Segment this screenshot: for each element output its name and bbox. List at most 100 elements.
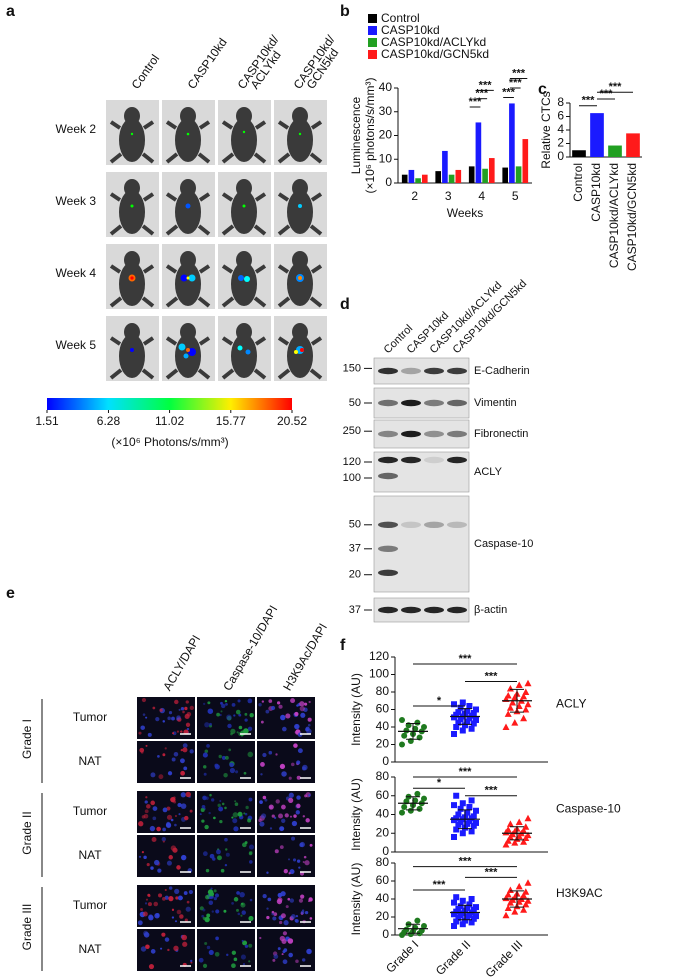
point <box>401 732 408 739</box>
cell <box>248 943 253 948</box>
cell <box>219 820 223 824</box>
y-axis-label: Intensity (AU) <box>349 673 363 746</box>
cell <box>241 939 244 942</box>
cell <box>227 723 232 729</box>
cell <box>207 708 214 714</box>
cell <box>237 699 241 703</box>
signal-spot <box>183 353 189 359</box>
cell <box>172 732 175 735</box>
signal-spot <box>130 132 134 136</box>
point <box>462 917 468 924</box>
point <box>524 700 532 708</box>
cell <box>284 813 289 818</box>
point <box>451 802 457 809</box>
mouse-head <box>236 251 252 269</box>
cell <box>221 802 225 806</box>
signal-spot <box>245 349 251 355</box>
cell <box>150 949 156 954</box>
cell <box>245 805 249 810</box>
blot-label: Caspase-10 <box>474 538 533 550</box>
cell <box>268 699 273 703</box>
sig-label: *** <box>509 77 523 89</box>
cell <box>301 958 306 962</box>
point <box>511 719 519 726</box>
cell <box>174 888 180 895</box>
signal-spot <box>130 204 134 208</box>
cell <box>278 813 284 819</box>
cell <box>308 700 311 704</box>
blot-label: ACLY <box>474 466 503 478</box>
mouse-legs <box>221 192 267 236</box>
cell <box>273 954 279 959</box>
cell <box>248 844 255 850</box>
bar <box>435 171 442 183</box>
cell <box>244 841 248 845</box>
point <box>459 699 466 706</box>
cell <box>236 891 240 895</box>
signal-spot <box>238 275 244 281</box>
sig-label: * <box>437 695 442 707</box>
signal-spot <box>294 350 298 354</box>
cell <box>220 710 223 713</box>
cell <box>202 963 208 968</box>
cell <box>180 770 185 776</box>
mouse-head <box>180 179 196 197</box>
point <box>414 790 421 797</box>
legend-label: Control <box>381 11 420 25</box>
y-tick-label: 80 <box>376 684 390 698</box>
signal-spot <box>178 343 186 351</box>
cell <box>198 957 204 963</box>
cell <box>176 715 181 720</box>
point <box>468 919 475 926</box>
point <box>524 831 532 839</box>
point <box>457 805 464 812</box>
panel-label: c <box>538 81 547 98</box>
grade-label: Grade III <box>20 904 34 951</box>
cell <box>149 825 156 832</box>
sig-label: *** <box>459 856 473 868</box>
cell <box>208 949 214 955</box>
cell <box>288 872 291 875</box>
legend-swatch <box>368 26 377 35</box>
cell <box>271 814 275 818</box>
cell <box>137 920 143 926</box>
cell <box>295 919 299 923</box>
sd-bar <box>510 826 524 841</box>
cell <box>299 705 305 712</box>
mouse-legs <box>109 120 155 164</box>
cell <box>148 914 154 920</box>
cell <box>231 963 236 969</box>
point <box>506 685 514 692</box>
band <box>424 367 444 375</box>
mouse-legs <box>277 120 323 164</box>
cell <box>225 703 228 706</box>
y-tick-label: 80 <box>376 855 390 869</box>
cell <box>168 711 173 715</box>
point <box>421 795 427 802</box>
cell <box>281 953 284 956</box>
cell <box>233 714 236 717</box>
point <box>524 897 532 904</box>
cell <box>186 900 190 904</box>
point <box>504 904 512 911</box>
row-label: Tumor <box>73 710 107 724</box>
mouse-head <box>236 323 252 341</box>
cell <box>168 855 173 860</box>
cell <box>158 893 163 898</box>
band <box>447 456 467 464</box>
cell <box>178 813 181 816</box>
cell <box>153 901 159 907</box>
cell <box>162 807 168 813</box>
cell <box>296 704 299 707</box>
cell <box>184 706 188 711</box>
x-tick-label: Grade I <box>383 937 421 975</box>
band <box>401 521 421 528</box>
sig-label: * <box>437 777 442 789</box>
point <box>470 720 477 727</box>
point <box>522 823 530 830</box>
point <box>399 717 405 723</box>
sig-label: *** <box>609 81 623 93</box>
mouse-legs <box>165 264 211 308</box>
y-tick-label: 40 <box>376 807 390 821</box>
cell <box>232 812 239 818</box>
